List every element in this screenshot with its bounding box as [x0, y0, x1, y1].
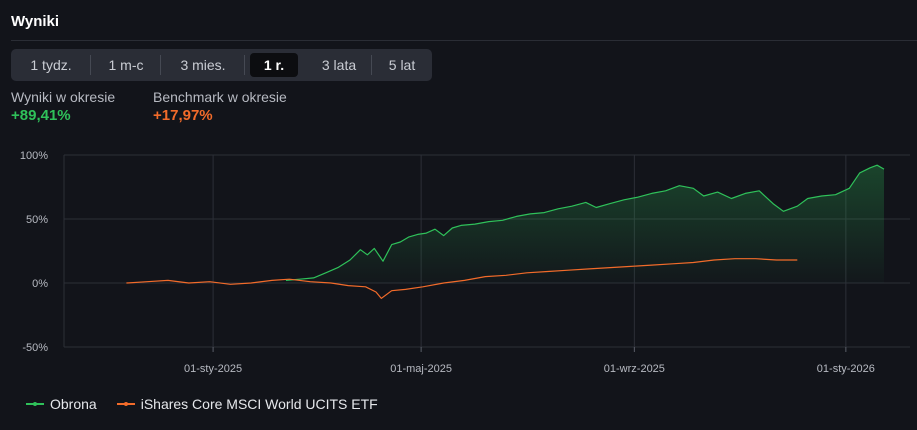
benchmark-stat-label: Benchmark w okresie: [153, 89, 287, 105]
page-title: Wyniki: [11, 13, 60, 30]
period-tabs: 1 tydz. 1 m-c 3 mies. 1 r. 3 lata 5 lat: [11, 49, 432, 81]
x-tick-label: 01-sty-2025: [184, 363, 242, 375]
x-tick-label: 01-sty-2026: [817, 363, 875, 375]
series-line-benchmark: [126, 258, 798, 299]
legend-item-portfolio[interactable]: Obrona: [26, 396, 97, 412]
benchmark-stat: Benchmark w okresie +17,97%: [153, 89, 287, 124]
legend-swatch-portfolio: [26, 402, 44, 406]
legend-label-portfolio: Obrona: [50, 396, 97, 412]
y-tick-label: -50%: [22, 342, 48, 354]
tab-5-years[interactable]: 5 lat: [388, 57, 416, 73]
legend-swatch-benchmark: [116, 402, 135, 406]
benchmark-stat-value: +17,97%: [153, 107, 213, 124]
portfolio-stat-label: Wyniki w okresie: [11, 89, 116, 105]
divider: [11, 40, 917, 41]
performance-chart: 100% 50% 0% -50% 01-sty-2025 01-maj-2025 01-wr…: [20, 150, 910, 375]
x-tick-label: 01-wrz-2025: [604, 363, 665, 375]
legend-label-benchmark: iShares Core MSCI World UCITS ETF: [140, 396, 378, 412]
y-tick-label: 100%: [20, 150, 48, 162]
tab-1-week[interactable]: 1 tydz.: [11, 53, 91, 77]
portfolio-stat: Wyniki w okresie +89,41%: [11, 89, 115, 124]
series-line-portfolio: [285, 164, 885, 281]
y-tick-label: 50%: [26, 214, 48, 226]
tab-1-month[interactable]: 1 m-c: [91, 53, 161, 77]
tab-3-months[interactable]: 3 mies.: [161, 53, 245, 77]
tab-1-year[interactable]: 1 r.: [250, 53, 298, 77]
legend-item-benchmark[interactable]: iShares Core MSCI World UCITS ETF: [116, 396, 378, 412]
series-area-portfolio: [285, 165, 884, 283]
tab-3-years[interactable]: 3 lata: [306, 53, 372, 77]
chart-legend: Obrona iShares Core MSCI World UCITS ETF: [26, 396, 398, 412]
y-tick-label: 0%: [32, 278, 48, 290]
x-tick-label: 01-maj-2025: [390, 363, 452, 375]
portfolio-stat-value: +89,41%: [11, 107, 71, 124]
